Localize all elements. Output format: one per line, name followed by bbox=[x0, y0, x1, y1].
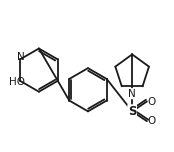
Text: HO: HO bbox=[9, 77, 25, 87]
Text: O: O bbox=[148, 116, 156, 126]
Text: N: N bbox=[17, 52, 25, 62]
Text: N: N bbox=[128, 89, 136, 99]
Text: S: S bbox=[128, 105, 136, 118]
Text: O: O bbox=[148, 97, 156, 107]
